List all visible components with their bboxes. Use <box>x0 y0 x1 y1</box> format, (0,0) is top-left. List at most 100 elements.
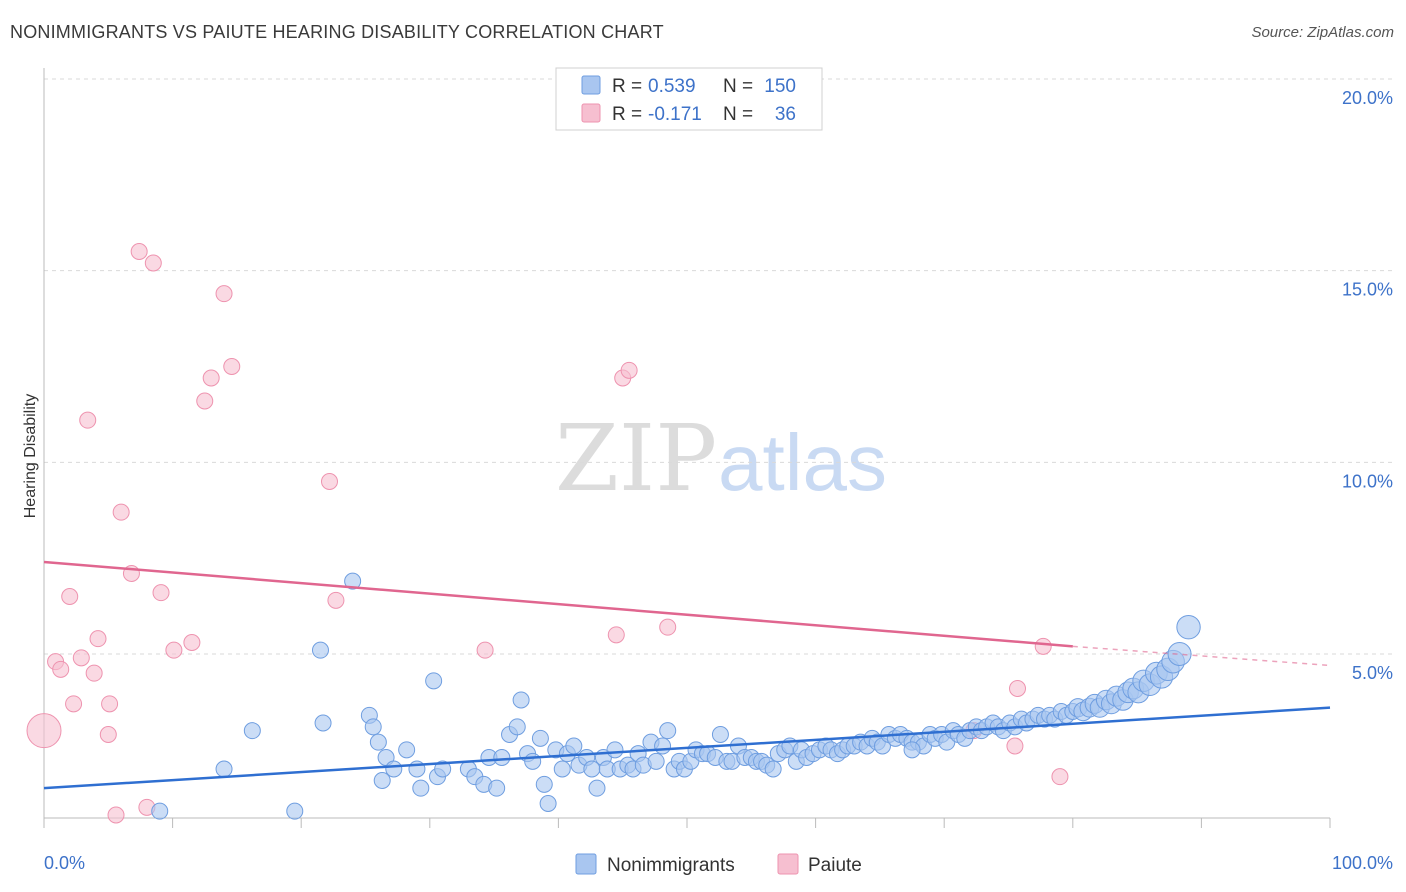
paiute-point-27 <box>607 626 625 644</box>
nonimmigrants-point-143 <box>903 741 921 759</box>
watermark-zip: ZIP <box>555 405 717 512</box>
chart-source: Source: ZipAtlas.com <box>1251 24 1394 41</box>
paiute-point-12 <box>112 503 130 521</box>
paiute-point-21 <box>202 369 220 387</box>
series-legend-label-paiute: Paiute <box>808 855 862 876</box>
series-legend-swatch-paiute <box>777 853 799 875</box>
series-legend-label-nonimmigrants: Nonimmigrants <box>607 855 735 876</box>
nonimmigrants-point-6 <box>364 718 382 736</box>
series-legend: Nonimmigrants Paiute <box>575 853 862 876</box>
paiute-point-34 <box>1034 637 1052 655</box>
nonimmigrants-point-4 <box>344 572 362 590</box>
paiute-point-14 <box>130 243 148 260</box>
nonimmigrants-point-8 <box>373 772 391 789</box>
nonimmigrants-point-1 <box>286 802 304 820</box>
x-tick-max: 100.0% <box>1332 853 1393 873</box>
legend-n-value-2: 36 <box>775 104 796 125</box>
legend-r-value-2: -0.171 <box>648 104 702 125</box>
paiute-trend-line <box>43 560 1073 648</box>
paiute-point-3 <box>61 588 79 605</box>
paiute-point-2 <box>52 660 70 678</box>
nonimmigrants-point-3 <box>314 714 332 732</box>
axes <box>43 68 1331 828</box>
paiute-point-20 <box>196 392 214 410</box>
paiute-point-8 <box>89 630 107 648</box>
series-legend-swatch-nonimmigrants <box>575 853 597 875</box>
paiute-point-5 <box>72 649 90 667</box>
grid-lines <box>44 78 1393 655</box>
paiute-trend-line-extension <box>1072 645 1331 667</box>
x-tick-min: 0.0% <box>44 853 85 873</box>
nonimmigrants-point-29 <box>535 775 553 793</box>
paiute-point-23 <box>223 358 241 375</box>
paiute-point-11 <box>107 806 125 824</box>
nonimmigrants-point-28 <box>531 729 549 747</box>
legend-r-label-2: R = <box>612 104 642 125</box>
nonimmigrants-point-2 <box>311 641 329 659</box>
paiute-point-10 <box>99 726 117 743</box>
y-tick-label-0: 5.0% <box>1352 663 1393 683</box>
legend-r-value-1: 0.539 <box>648 76 696 97</box>
legend-n-value-1: 150 <box>764 76 796 97</box>
nonimmigrants-point-59 <box>711 726 729 743</box>
nonimmigrants-point-38 <box>588 779 606 797</box>
nonimmigrants-points <box>151 572 1201 820</box>
nonimmigrants-point-68 <box>764 760 782 778</box>
nonimmigrants-point-41 <box>606 741 624 759</box>
nonimmigrants-point-21 <box>488 779 506 797</box>
nonimmigrants-point-14 <box>425 672 443 690</box>
nonimmigrants-point-7 <box>369 733 387 751</box>
paiute-point-24 <box>320 473 338 490</box>
nonimmigrants-point-11 <box>398 741 416 759</box>
nonimmigrants-point-22 <box>493 749 511 766</box>
paiute-point-35 <box>1051 768 1069 786</box>
stats-legend: R = 0.539 N = 150 R = -0.171 N = 36 <box>555 67 823 131</box>
nonimmigrants-point-0 <box>151 802 169 820</box>
nonimmigrants-point-27 <box>524 752 542 770</box>
nonimmigrants-trend-line <box>43 706 1331 790</box>
nonimmigrants-point-49 <box>654 737 672 755</box>
paiute-point-18 <box>165 641 183 659</box>
paiute-point-22 <box>215 285 233 303</box>
paiute-point-0 <box>26 713 62 749</box>
nonimmigrants-point-16 <box>434 760 452 778</box>
nonimmigrants-point-24 <box>508 718 526 736</box>
paiute-point-4 <box>65 695 83 713</box>
nonimmigrants-point-32 <box>553 760 571 778</box>
nonimmigrants-point-10 <box>385 760 403 778</box>
legend-n-label-1: N = <box>723 76 753 97</box>
paiute-point-26 <box>476 641 494 659</box>
paiute-point-9 <box>101 695 119 713</box>
y-tick-labels: 5.0% 10.0% 15.0% 20.0% <box>1342 88 1393 683</box>
paiute-point-30 <box>659 618 677 636</box>
chart-title: NONIMMIGRANTS VS PAIUTE HEARING DISABILI… <box>10 22 664 42</box>
y-tick-label-1: 10.0% <box>1342 471 1393 491</box>
legend-swatch-blue <box>581 75 601 95</box>
paiute-point-25 <box>327 591 345 609</box>
watermark-atlas: atlas <box>718 418 887 507</box>
legend-r-label-1: R = <box>612 76 642 97</box>
nonimmigrants-point-142 <box>243 722 261 740</box>
paiute-point-7 <box>85 664 103 682</box>
nonimmigrants-point-50 <box>659 722 677 740</box>
nonimmigrants-point-141 <box>215 760 233 778</box>
paiute-points <box>26 243 1069 824</box>
paiute-point-17 <box>152 584 170 602</box>
paiute-point-6 <box>79 411 97 429</box>
paiute-point-16 <box>144 254 162 272</box>
paiute-point-33 <box>1009 680 1027 697</box>
paiute-point-32 <box>1006 737 1024 755</box>
legend-n-label-2: N = <box>723 104 753 125</box>
nonimmigrants-point-30 <box>539 795 557 812</box>
trend-lines <box>43 560 1331 790</box>
paiute-point-29 <box>620 361 638 379</box>
nonimmigrants-point-139 <box>1167 642 1192 666</box>
y-axis-label: Hearing Disability <box>22 394 39 519</box>
nonimmigrants-point-48 <box>647 752 665 770</box>
y-tick-label-3: 20.0% <box>1342 88 1393 108</box>
nonimmigrants-point-13 <box>412 779 430 797</box>
nonimmigrants-point-34 <box>565 737 583 755</box>
nonimmigrants-point-25 <box>512 691 530 709</box>
paiute-point-19 <box>183 634 201 651</box>
